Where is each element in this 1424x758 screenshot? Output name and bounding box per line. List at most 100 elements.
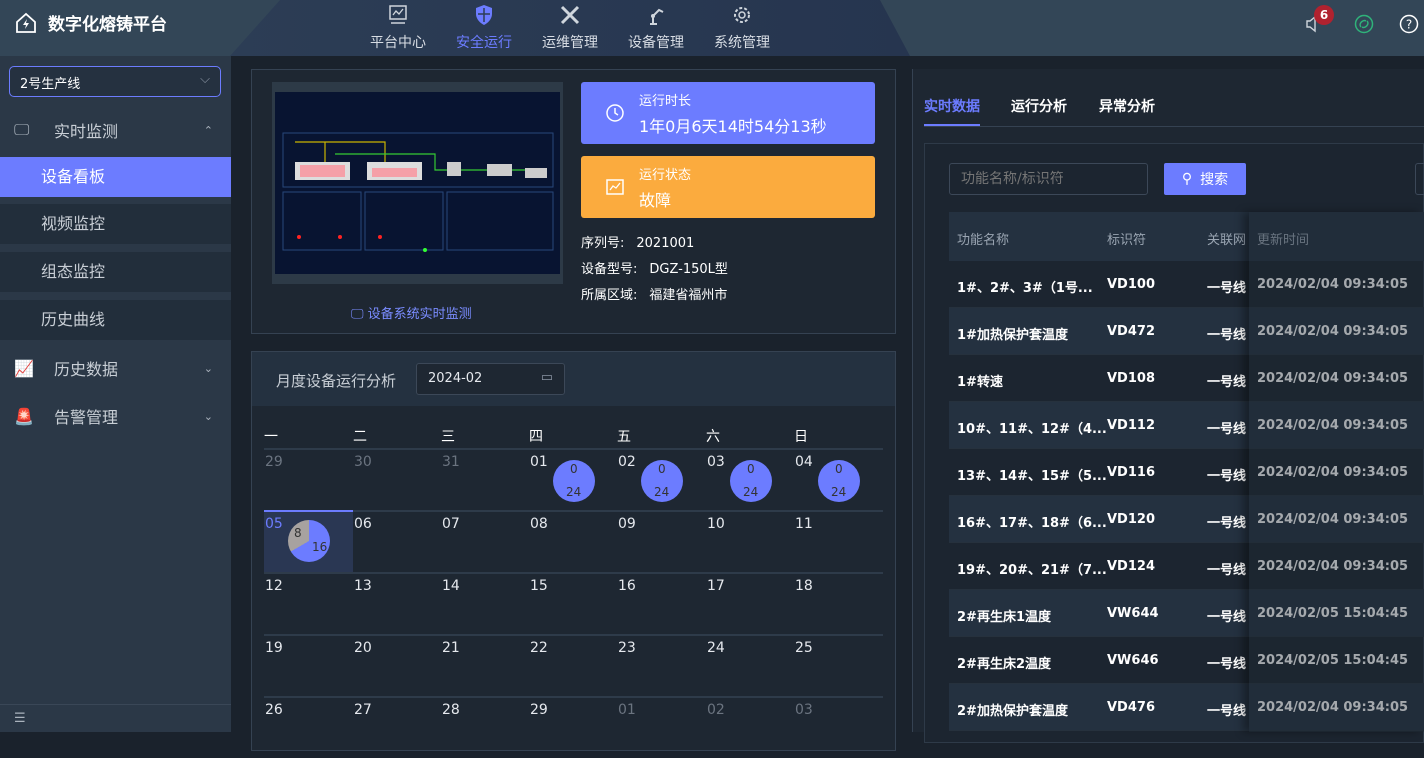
day-number: 13 [354,578,372,594]
tab-anomaly-analysis[interactable]: 异常分析 [1099,99,1155,115]
calendar-day[interactable]: 03 0 24 [706,448,795,510]
table-row[interactable]: 13#、14#、15#（5... VD116 一号线 2024/02/04 09:34… [949,449,1424,496]
nav-platform-center[interactable]: 平台中心 [358,4,438,52]
column-header[interactable]: 更新时间 [1257,233,1310,248]
table-cell: VD108 [1107,371,1155,386]
calendar-day[interactable]: 06 [353,510,442,572]
device-thumbnail[interactable] [272,82,563,284]
nav-safe-operation[interactable]: 安全运行 [444,4,524,52]
table-cell: 2024/02/04 09:34:05 [1257,371,1409,386]
day-number: 17 [707,578,725,594]
menu-video-monitoring[interactable]: 视频监控 [0,204,231,244]
table-row[interactable]: 2#加热保护套温度 VD476 一号线 2024/02/04 09:34:05 [949,684,1424,731]
weekday-header: 四 [529,429,543,445]
calendar-day[interactable]: 16 [617,572,706,634]
search-input[interactable] [949,163,1148,195]
status-card: 运行状态 故障 [581,156,875,218]
calendar-day[interactable]: 02 [706,696,795,758]
calendar-day[interactable]: 01 0 24 [529,448,618,510]
calendar-day[interactable]: 15 [529,572,618,634]
menu-history-curve[interactable]: 历史曲线 [0,300,231,340]
calendar-day[interactable]: 13 [353,572,442,634]
table-cell: 一号线 [1207,610,1247,625]
calendar-day[interactable]: 02 0 24 [617,448,706,510]
table-cell: 19#、20#、21#（7... [957,563,1107,578]
table-cell: 10#、11#、12#（4... [957,422,1107,437]
table-row[interactable]: 1#转速 VD108 一号线 2024/02/04 09:34:05 [949,355,1424,402]
tab-run-analysis[interactable]: 运行分析 [1011,99,1067,115]
table-row[interactable]: 2#再生床2温度 VW646 一号线 2024/02/05 15:04:45 [949,637,1424,684]
menu-alarm-management[interactable]: 🚨 告警管理 ⌄ [14,406,213,428]
calendar-day[interactable]: 05 8 16 [264,510,353,572]
menu-device-board[interactable]: 设备看板 [0,157,231,197]
calendar-day[interactable]: 10 [706,510,795,572]
nav-system-management[interactable]: 系统管理 [702,4,782,52]
calendar-day[interactable]: 14 [441,572,530,634]
realtime-monitor-link[interactable]: 🖵 设备系统实时监测 [351,307,472,322]
calendar-day[interactable]: 03 [794,696,883,758]
table-cell: VD116 [1107,465,1155,480]
table-row[interactable]: 19#、20#、21#（7... VD124 一号线 2024/02/04 09:34… [949,543,1424,590]
notification-button[interactable]: 6 [1304,5,1334,38]
help-icon[interactable]: ? [1399,14,1419,34]
calendar-day[interactable]: 29 [529,696,618,758]
gear-icon [734,7,750,23]
menu-history-data[interactable]: 📈 历史数据 ⌄ [14,358,213,380]
calendar-day[interactable]: 11 [794,510,883,572]
table-row[interactable]: 2#再生床1温度 VW644 一号线 2024/02/05 15:04:45 [949,590,1424,637]
filter-input[interactable] [1415,163,1424,195]
table-row[interactable]: 10#、11#、12#（4... VD112 一号线 2024/02/04 09:34… [949,402,1424,449]
table-row[interactable]: 16#、17#、18#（6... VD120 一号线 2024/02/04 09:34… [949,496,1424,543]
calendar-day[interactable]: 08 [529,510,618,572]
calendar-day[interactable]: 22 [529,634,618,696]
calendar-day[interactable]: 12 [264,572,353,634]
day-number: 15 [530,578,548,594]
menu-realtime-monitoring[interactable]: 🖵 实时监测 ⌃ [14,120,213,141]
calendar-day[interactable]: 19 [264,634,353,696]
collapse-menu-icon[interactable]: ☰ [14,711,26,726]
calendar-day[interactable]: 31 [441,448,530,510]
calendar-day[interactable]: 29 [264,448,353,510]
menu-config-monitoring[interactable]: 组态监控 [0,252,231,292]
scada-preview-image [275,92,560,274]
fault-hours-label: 8 [294,526,302,540]
calendar-day[interactable]: 20 [353,634,442,696]
calendar-day[interactable]: 25 [794,634,883,696]
nav-ops-management[interactable]: 运维管理 [530,4,610,52]
calendar-day[interactable]: 27 [353,696,442,758]
column-header[interactable]: 功能名称 [957,233,1010,248]
calendar-day[interactable]: 04 0 24 [794,448,883,510]
nav-device-management[interactable]: 设备管理 [616,4,696,52]
day-number: 27 [354,702,372,718]
app-logo[interactable]: 数字化熔铸平台 [14,10,167,35]
calendar-day[interactable]: 30 [353,448,442,510]
table-cell: 一号线 [1207,375,1247,390]
month-picker[interactable]: 2024-02 ▭ [416,363,565,395]
calendar-day[interactable]: 07 [441,510,530,572]
day-number: 30 [354,454,372,470]
calendar-day[interactable]: 18 [794,572,883,634]
column-header[interactable]: 标识符 [1107,233,1147,248]
table-cell: 2024/02/05 15:04:45 [1257,606,1409,621]
daily-runtime-pie: 0 24 [553,460,595,502]
calendar-day[interactable]: 17 [706,572,795,634]
table-cell: 2024/02/04 09:34:05 [1257,418,1409,433]
calendar-day[interactable]: 26 [264,696,353,758]
calendar-day[interactable]: 23 [617,634,706,696]
table-cell: VD100 [1107,277,1155,292]
table-row[interactable]: 1#、2#、3#（1号... VD100 一号线 2024/02/04 09:34:0… [949,261,1424,308]
app-title: 数字化熔铸平台 [48,15,167,35]
link-icon[interactable] [1354,14,1374,34]
day-number: 04 [795,454,813,470]
calendar-day[interactable]: 01 [617,696,706,758]
tab-realtime-data[interactable]: 实时数据 [924,99,980,115]
search-button[interactable]: ⚲ 搜索 [1164,163,1246,195]
calendar-day[interactable]: 21 [441,634,530,696]
calendar-day[interactable]: 24 [706,634,795,696]
calendar-day[interactable]: 28 [441,696,530,758]
table-row[interactable]: 1#加热保护套温度 VD472 一号线 2024/02/04 09:34:05 [949,308,1424,355]
line-select[interactable]: 2号生产线 ⌵ [9,66,221,97]
column-header[interactable]: 关联网 [1207,233,1247,248]
calendar-day[interactable]: 09 [617,510,706,572]
tools-icon [560,5,580,25]
